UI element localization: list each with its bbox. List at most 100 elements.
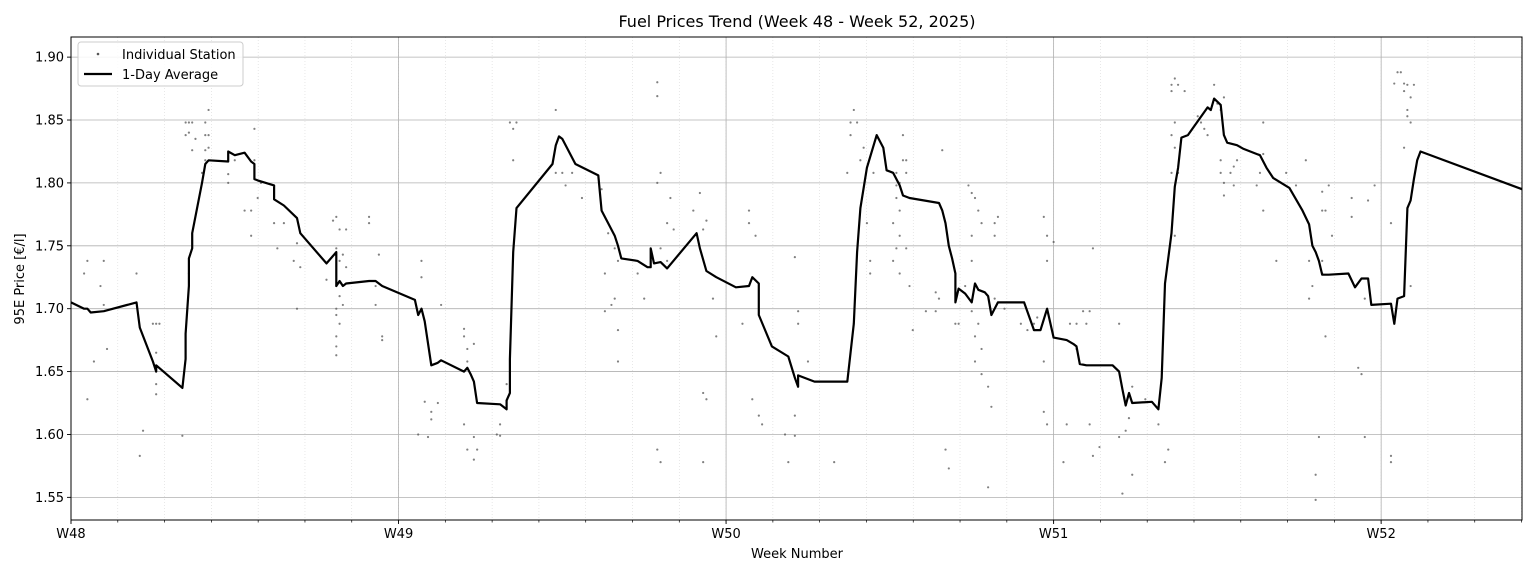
station-point <box>797 310 800 313</box>
station-point <box>381 339 384 342</box>
station-point <box>417 433 420 436</box>
station-point <box>1389 461 1393 464</box>
station-point <box>1222 96 1226 99</box>
station-point <box>512 159 515 162</box>
station-point <box>1412 83 1416 86</box>
station-point <box>783 433 787 436</box>
line-layer <box>70 97 1523 411</box>
station-point <box>797 322 800 325</box>
station-point <box>420 276 423 279</box>
station-point <box>754 234 757 237</box>
station-point <box>905 247 908 250</box>
station-point <box>967 184 970 187</box>
station-point <box>272 222 276 225</box>
station-point <box>1235 159 1239 162</box>
station-point <box>462 423 466 426</box>
station-point <box>335 335 338 338</box>
station-point <box>430 418 433 421</box>
station-point <box>1042 215 1045 218</box>
station-point <box>295 307 299 310</box>
station-point <box>495 433 498 436</box>
station-point <box>466 347 469 351</box>
station-point <box>508 121 512 124</box>
station-point <box>869 259 872 262</box>
station-point <box>1360 372 1363 376</box>
legend-box <box>77 41 244 87</box>
station-point <box>711 297 715 300</box>
station-point <box>607 232 610 235</box>
station-point <box>905 159 908 162</box>
station-point <box>993 234 996 237</box>
major-grid <box>70 37 1522 520</box>
station-point <box>934 291 937 294</box>
station-point <box>1294 184 1298 187</box>
station-point <box>1127 417 1131 420</box>
station-point <box>908 284 911 288</box>
station-point <box>440 303 443 307</box>
station-point <box>1350 196 1353 200</box>
station-point <box>705 398 708 401</box>
station-point <box>1222 194 1226 197</box>
station-point <box>374 303 377 307</box>
station-point <box>338 259 341 262</box>
x-tick-label: W50 <box>711 527 740 542</box>
station-point <box>1399 71 1402 74</box>
station-point <box>204 134 207 137</box>
station-point <box>751 398 754 401</box>
station-point <box>905 171 908 174</box>
station-point <box>207 108 210 112</box>
station-point <box>1183 89 1186 93</box>
station-point <box>1262 209 1265 212</box>
station-point <box>1173 234 1176 237</box>
station-point <box>1321 259 1324 262</box>
station-point <box>1262 121 1265 124</box>
station-point <box>1406 115 1409 118</box>
plot-frame <box>70 36 1523 521</box>
chart-title: Fuel Prices Trend (Week 48 - Week 52, 20… <box>618 12 975 31</box>
station-point <box>898 234 901 237</box>
station-point <box>1330 234 1334 237</box>
station-point <box>970 191 973 195</box>
station-point <box>92 360 96 363</box>
station-point <box>466 448 469 451</box>
station-point <box>793 434 796 437</box>
y-tick-label: 1.75 <box>35 239 64 254</box>
y-tick-label: 1.90 <box>35 51 64 66</box>
station-point <box>987 385 990 388</box>
station-point <box>1219 171 1222 174</box>
station-point <box>367 215 371 218</box>
station-point <box>1173 146 1176 149</box>
y-axis: 1.55 1.60 1.65 1.70 1.75 1.80 1.85 1.90 <box>35 51 71 506</box>
station-point <box>616 259 620 262</box>
station-point <box>793 256 796 259</box>
station-point <box>911 328 914 332</box>
station-point <box>973 196 977 200</box>
station-point <box>1088 423 1091 426</box>
station-point <box>345 228 348 231</box>
station-point <box>1366 199 1370 202</box>
station-point <box>1396 71 1399 74</box>
station-point <box>299 266 302 269</box>
station-point <box>793 414 796 417</box>
station-point <box>806 360 810 363</box>
station-point <box>1314 473 1317 476</box>
station-point <box>852 108 855 112</box>
station-point <box>571 171 574 174</box>
station-point <box>227 181 230 185</box>
station-point <box>970 259 973 262</box>
station-point <box>331 219 335 222</box>
station-point <box>515 121 518 124</box>
x-tick-label: W51 <box>1039 527 1068 542</box>
station-point <box>472 435 475 439</box>
station-point <box>833 461 836 464</box>
station-point <box>616 328 620 332</box>
station-point <box>698 191 701 195</box>
station-point <box>1118 435 1121 439</box>
station-point <box>957 322 960 325</box>
station-point <box>892 259 895 262</box>
station-point <box>669 196 672 200</box>
station-point <box>1170 89 1173 93</box>
station-point <box>872 171 875 174</box>
station-point <box>895 247 898 250</box>
station-point <box>341 253 344 256</box>
